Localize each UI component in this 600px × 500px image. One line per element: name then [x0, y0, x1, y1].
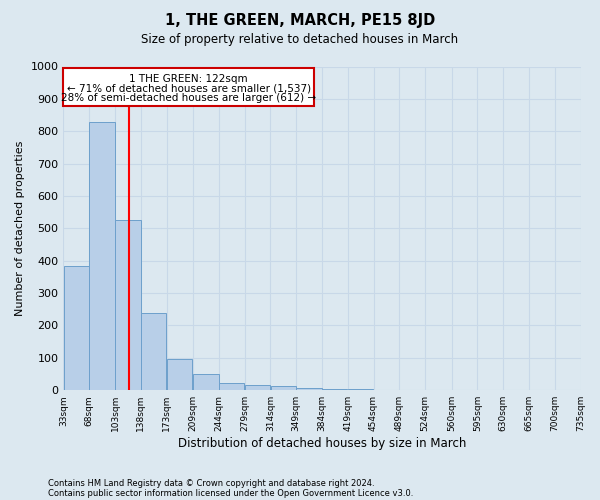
Text: 28% of semi-detached houses are larger (612) →: 28% of semi-detached houses are larger (… — [61, 93, 316, 103]
Bar — [322, 388, 347, 390]
Y-axis label: Number of detached properties: Number of detached properties — [15, 140, 25, 316]
Text: Contains public sector information licensed under the Open Government Licence v3: Contains public sector information licen… — [48, 488, 413, 498]
Bar — [64, 266, 89, 390]
X-axis label: Distribution of detached houses by size in March: Distribution of detached houses by size … — [178, 437, 466, 450]
Bar — [193, 374, 218, 390]
Bar — [271, 386, 296, 390]
Bar — [141, 312, 166, 390]
Text: Size of property relative to detached houses in March: Size of property relative to detached ho… — [142, 32, 458, 46]
Bar — [219, 383, 244, 390]
Bar — [348, 389, 373, 390]
Text: 1 THE GREEN: 122sqm: 1 THE GREEN: 122sqm — [130, 74, 248, 84]
Bar — [89, 122, 115, 390]
Bar — [115, 220, 140, 390]
Bar — [296, 388, 322, 390]
Bar — [245, 386, 270, 390]
Text: 1, THE GREEN, MARCH, PE15 8JD: 1, THE GREEN, MARCH, PE15 8JD — [165, 12, 435, 28]
Bar — [167, 360, 192, 390]
Text: Contains HM Land Registry data © Crown copyright and database right 2024.: Contains HM Land Registry data © Crown c… — [48, 478, 374, 488]
FancyBboxPatch shape — [64, 68, 314, 106]
Text: ← 71% of detached houses are smaller (1,537): ← 71% of detached houses are smaller (1,… — [67, 84, 311, 94]
